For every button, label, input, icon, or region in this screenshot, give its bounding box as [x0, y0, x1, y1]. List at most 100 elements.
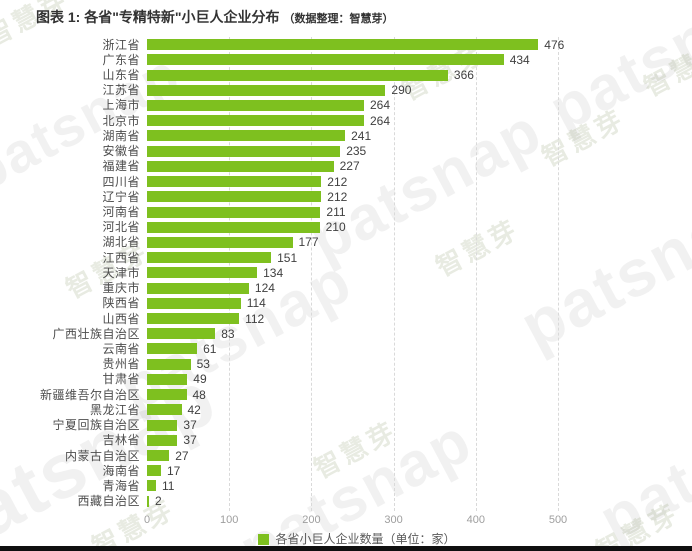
- bar-row: 辽宁省 212: [0, 189, 692, 204]
- chart-title-row: 图表 1: 各省"专精特新"小巨人企业分布 （数据整理：智慧芽）: [36, 7, 394, 27]
- x-axis: 0 100 200 300 400 500: [0, 515, 692, 529]
- value-label: 476: [544, 37, 565, 52]
- category-label: 福建省: [102, 159, 140, 174]
- bar: [147, 267, 258, 279]
- bar: [147, 328, 216, 340]
- bar-rows: 浙江省 476 广东省 434 山东省 366 江苏省 290 上海市 264 北京市 264 湖南省 2…: [0, 37, 692, 509]
- category-label: 天津市: [102, 265, 140, 280]
- bar-row: 贵州省 53: [0, 357, 692, 372]
- category-label: 北京市: [102, 113, 140, 128]
- bar: [147, 236, 293, 248]
- x-tick-label: 400: [466, 514, 485, 526]
- bar-row: 甘肃省 49: [0, 372, 692, 387]
- bar: [147, 69, 448, 81]
- bar: [147, 39, 539, 51]
- x-tick-label: 300: [384, 514, 403, 526]
- category-label: 江苏省: [102, 83, 140, 98]
- value-label: 114: [246, 296, 266, 311]
- value-label: 134: [263, 265, 284, 280]
- bar-row: 海南省 17: [0, 463, 692, 478]
- bar-row: 黑龙江省 42: [0, 402, 692, 417]
- value-label: 434: [509, 52, 530, 67]
- value-label: 27: [175, 448, 189, 463]
- value-label: 17: [167, 463, 181, 478]
- value-label: 112: [245, 311, 265, 326]
- category-label: 云南省: [102, 341, 140, 356]
- value-label: 241: [351, 128, 372, 143]
- bar: [147, 206, 321, 218]
- category-label: 广西壮族自治区: [52, 326, 140, 341]
- chart-title-note: （数据整理：智慧芽）: [283, 13, 394, 25]
- bar-row: 吉林省 37: [0, 433, 692, 448]
- bar: [147, 450, 170, 462]
- value-label: 264: [370, 113, 391, 128]
- x-tick-label: 200: [302, 514, 321, 526]
- bar-row: 陕西省 114: [0, 296, 692, 311]
- bar-row: 重庆市 124: [0, 281, 692, 296]
- bar-row: 山西省 112: [0, 311, 692, 326]
- gridline: [393, 37, 395, 511]
- bar-row: 山东省 366: [0, 67, 692, 82]
- value-label: 11: [162, 478, 175, 493]
- category-label: 浙江省: [102, 37, 140, 52]
- bar: [147, 84, 386, 96]
- category-label: 吉林省: [102, 433, 140, 448]
- bar-row: 河北省 210: [0, 220, 692, 235]
- bar: [147, 358, 191, 370]
- value-label: 83: [221, 326, 235, 341]
- value-label: 210: [325, 220, 346, 235]
- category-label: 广东省: [102, 52, 140, 67]
- x-tick-label: 0: [143, 514, 151, 526]
- value-label: 177: [298, 235, 319, 250]
- bar-row: 广东省 434: [0, 52, 692, 67]
- bar: [147, 145, 341, 157]
- value-label: 264: [370, 98, 391, 113]
- bar-row: 广西壮族自治区 83: [0, 326, 692, 341]
- category-label: 西藏自治区: [77, 494, 140, 509]
- legend-swatch-icon: [258, 533, 270, 545]
- value-label: 49: [193, 372, 207, 387]
- bar: [147, 130, 346, 142]
- gridline: [475, 37, 477, 511]
- category-label: 安徽省: [102, 144, 140, 159]
- category-label: 内蒙古自治区: [64, 448, 140, 463]
- bar-row: 江苏省 290: [0, 83, 692, 98]
- value-label: 124: [254, 281, 275, 296]
- bar-row: 天津市 134: [0, 265, 692, 280]
- value-label: 37: [183, 433, 197, 448]
- value-label: 61: [203, 341, 217, 356]
- bar: [147, 404, 182, 416]
- category-label: 上海市: [102, 98, 140, 113]
- value-label: 2: [155, 494, 162, 509]
- bar: [147, 343, 198, 355]
- bar-row: 青海省 11: [0, 478, 692, 493]
- bar-row: 河南省 211: [0, 204, 692, 219]
- bar-row: 江西省 151: [0, 250, 692, 265]
- category-label: 青海省: [102, 478, 140, 493]
- category-label: 四川省: [102, 174, 140, 189]
- bottom-window-edge: [0, 546, 692, 551]
- value-label: 42: [187, 402, 201, 417]
- bar: [147, 419, 178, 431]
- category-label: 黑龙江省: [89, 402, 140, 417]
- value-label: 37: [183, 418, 197, 433]
- bar-row: 云南省 61: [0, 341, 692, 356]
- bar: [147, 176, 322, 188]
- bar-row: 内蒙古自治区 27: [0, 448, 692, 463]
- gridline: [558, 37, 559, 511]
- bar: [147, 160, 334, 172]
- category-label: 山西省: [102, 311, 140, 326]
- bar: [147, 480, 156, 492]
- category-label: 湖南省: [102, 128, 140, 143]
- x-tick-label: 100: [220, 514, 239, 526]
- category-label: 贵州省: [102, 357, 140, 372]
- value-label: 366: [453, 68, 474, 83]
- bar: [147, 221, 320, 233]
- bar: [147, 373, 188, 385]
- x-tick-label: 500: [548, 514, 568, 526]
- bar: [147, 495, 149, 507]
- value-label: 48: [192, 387, 206, 402]
- bar-row: 安徽省 235: [0, 144, 692, 159]
- bar-row: 湖北省 177: [0, 235, 692, 250]
